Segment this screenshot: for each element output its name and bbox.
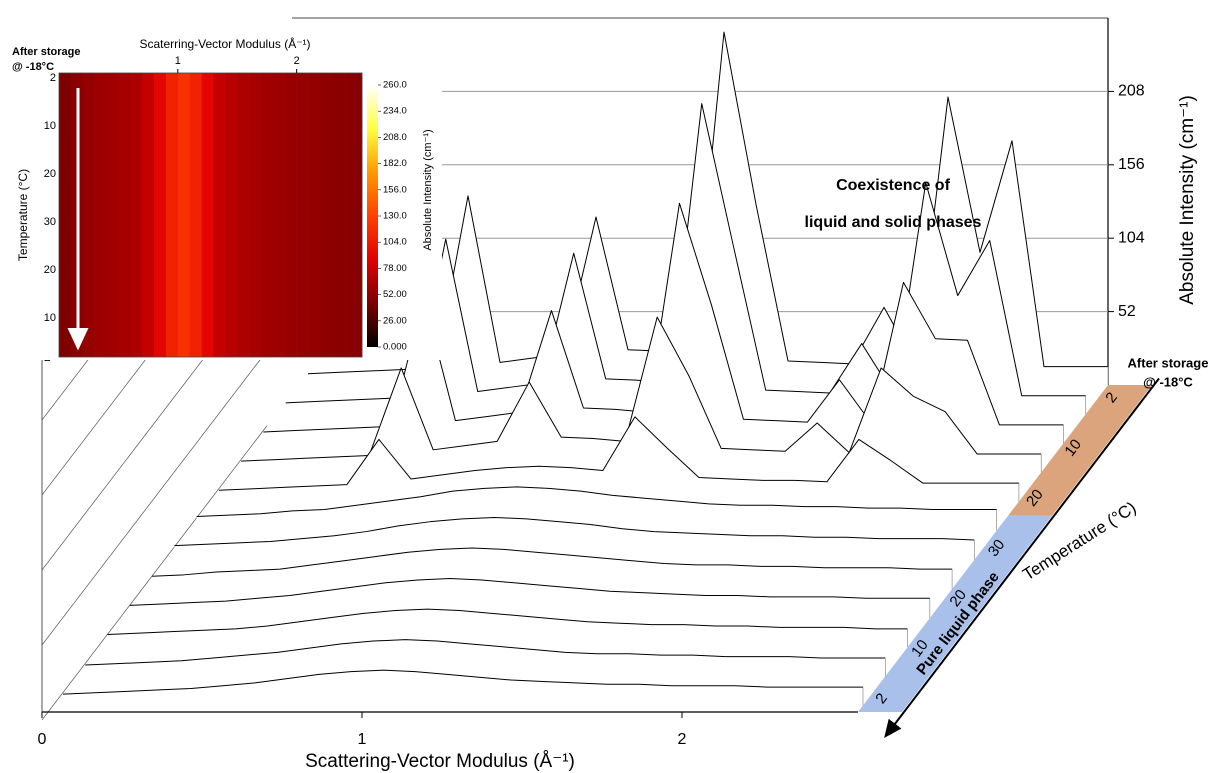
- y-tick-label: 208: [1118, 83, 1145, 100]
- z-axis-line: [884, 377, 1160, 738]
- z-tick-label: 10: [1061, 436, 1085, 460]
- curve-fill: [129, 578, 930, 619]
- curve-fill: [152, 547, 953, 589]
- heat-cell: [237, 73, 250, 357]
- y-tick-label: 156: [1118, 156, 1145, 173]
- y-axis-label: Temperature (°C): [16, 169, 30, 261]
- y-tick-label: 30: [44, 216, 56, 228]
- heat-cell: [225, 73, 238, 357]
- curve: [241, 316, 1042, 462]
- phase-band: [1008, 385, 1152, 516]
- curve: [129, 578, 930, 606]
- x-tick-label: 1: [358, 731, 367, 748]
- colorbar-tick-label: 260.0: [383, 80, 407, 91]
- curve-fill: [218, 416, 1019, 502]
- y-tick-label: 104: [1118, 229, 1145, 246]
- x-tick-label: 2: [678, 731, 687, 748]
- heat-cell: [201, 73, 214, 357]
- heat-cell: [272, 73, 286, 357]
- annotation: After storage: [12, 46, 80, 58]
- annotation: @ -18°C: [12, 61, 54, 73]
- heat-cell: [118, 73, 131, 357]
- curve-fill: [263, 203, 1064, 444]
- x-tick-label: 1: [175, 55, 181, 67]
- heat-cell: [213, 73, 226, 357]
- curve-fill: [241, 317, 1042, 473]
- heat-cell: [106, 73, 119, 357]
- colorbar-tick-label: 104.0: [383, 237, 407, 248]
- annotation: After storage: [1128, 355, 1209, 370]
- wall-diagonal: [41, 425, 268, 721]
- y-tick-label: 20: [44, 264, 56, 276]
- heat-cell: [356, 73, 363, 357]
- curve: [196, 486, 997, 518]
- curve: [174, 516, 975, 547]
- annotation: Coexistence of: [836, 177, 950, 194]
- curve-fill: [85, 639, 886, 677]
- y-tick-label: 10: [44, 312, 56, 324]
- curve-fill: [196, 486, 997, 531]
- heat-cell: [332, 73, 345, 357]
- curve: [218, 416, 1019, 491]
- x-tick-label: 2: [294, 55, 300, 67]
- x-tick-label: 0: [38, 731, 47, 748]
- curve: [62, 669, 863, 695]
- curve-fill: [63, 670, 863, 706]
- curve-fill: [174, 517, 975, 560]
- heat-cell: [177, 73, 191, 357]
- colorbar-label: Absolute Intensity (cm⁻¹): [422, 129, 434, 250]
- heat-cell: [165, 73, 179, 357]
- colorbar-tick-label: 0.000: [383, 342, 407, 353]
- phase-band: [858, 515, 1052, 712]
- z-tick-label: 30: [985, 536, 1009, 560]
- colorbar-tick-label: 208.0: [383, 132, 407, 143]
- curve: [152, 547, 953, 577]
- colorbar-tick-label: 26.00: [383, 315, 407, 326]
- z-tick-label: 20: [1023, 486, 1047, 510]
- heat-cell: [249, 73, 262, 357]
- heat-cell: [320, 73, 333, 357]
- heat-cell: [94, 73, 107, 357]
- heat-cell: [82, 73, 95, 357]
- heat-cell: [308, 73, 321, 357]
- curve-fill: [107, 609, 908, 648]
- z-tick-label: 10: [908, 637, 932, 661]
- colorbar-tick-label: 78.00: [383, 263, 407, 274]
- heat-cell: [344, 73, 357, 357]
- x-axis-label: Scattering-Vector Modulus (Å⁻¹): [305, 751, 575, 772]
- annotation: @ -18°C: [1143, 374, 1193, 389]
- wall-diagonal: [41, 350, 268, 646]
- y-axis-label: Absolute Intensity (cm⁻¹): [1177, 95, 1198, 305]
- heatmap-frame: [58, 72, 363, 358]
- z-tick-label: 20: [946, 587, 970, 611]
- y-tick-label: 52: [1118, 303, 1136, 320]
- y-tick-label: 2: [50, 72, 56, 84]
- colorbar-tick-label: 234.0: [383, 106, 407, 117]
- heat-cell: [296, 73, 309, 357]
- heat-cell: [142, 73, 155, 357]
- heat-cell: [59, 73, 72, 357]
- curve: [85, 639, 886, 666]
- heat-cell: [130, 73, 143, 357]
- heat-cell: [154, 73, 167, 357]
- y-tick-label: 20: [44, 168, 56, 180]
- annotation: liquid and solid phases: [805, 214, 982, 231]
- colorbar-tick-label: 156.0: [383, 184, 407, 195]
- colorbar: [367, 85, 378, 347]
- heat-cell: [189, 73, 202, 357]
- heat-cell: [284, 73, 297, 357]
- heat-cell: [261, 73, 274, 357]
- curve: [107, 608, 908, 635]
- y-tick-label: 10: [44, 120, 56, 132]
- colorbar-tick-label: 52.00: [383, 289, 407, 300]
- colorbar-tick-label: 130.0: [383, 211, 407, 222]
- colorbar-tick-label: 182.0: [383, 158, 407, 169]
- x-axis-label: Scaterring-Vector Modulus (Å⁻¹): [139, 36, 310, 51]
